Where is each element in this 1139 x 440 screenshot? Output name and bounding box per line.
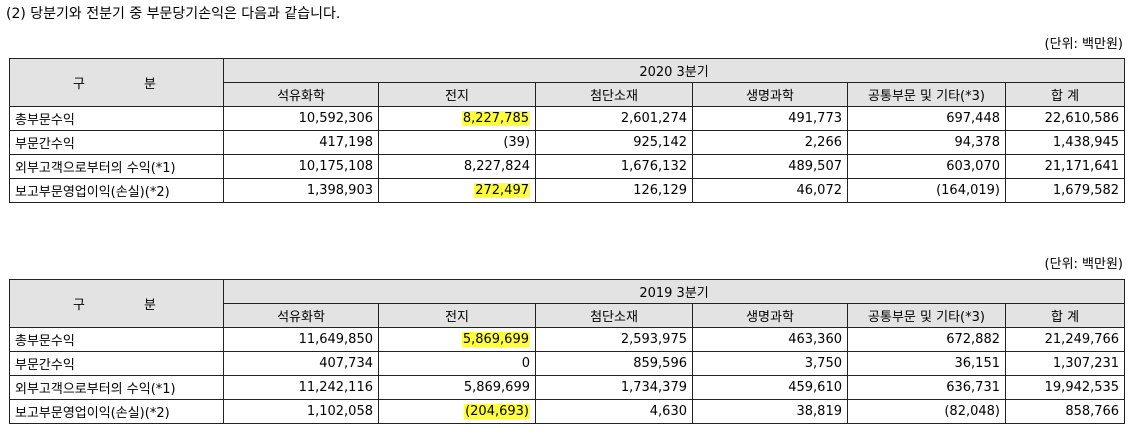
cell: 1,102,058 xyxy=(223,399,379,424)
cell: 672,882 xyxy=(847,327,1006,352)
column-header: 첨단소재 xyxy=(535,82,693,107)
cell: 407,734 xyxy=(223,351,379,376)
table-row: 외부고객으로부터의 수익(*1) 10,175,108 8,227,824 1,… xyxy=(9,154,1126,179)
unit-label-2020: (단위: 백만원) xyxy=(1044,37,1123,52)
cell: 10,592,306 xyxy=(223,106,379,131)
column-header: 전지 xyxy=(378,303,536,328)
cell: 126,129 xyxy=(535,178,693,203)
cell: 1,679,582 xyxy=(1004,178,1126,203)
cell: 858,766 xyxy=(1004,399,1126,424)
cell: 636,731 xyxy=(847,375,1006,400)
column-header: 석유화학 xyxy=(223,303,379,328)
cell: 2,266 xyxy=(692,130,848,155)
row-label: 부문간수익 xyxy=(9,130,224,155)
cell: 46,072 xyxy=(692,178,848,203)
cell: 859,596 xyxy=(535,351,693,376)
cell: 1,734,379 xyxy=(535,375,693,400)
period-header: 2020 3분기 xyxy=(222,58,1126,83)
cell: 11,242,116 xyxy=(223,375,379,400)
cell-highlighted: 272,497 xyxy=(378,178,536,203)
cell: 417,198 xyxy=(223,130,379,155)
cell: (39) xyxy=(378,130,536,155)
column-header: 합 계 xyxy=(1004,82,1126,107)
cell: 491,773 xyxy=(692,106,848,131)
column-header: 생명과학 xyxy=(692,82,848,107)
cell: 697,448 xyxy=(847,106,1006,131)
cell: 11,649,850 xyxy=(223,327,379,352)
cell: 8,227,824 xyxy=(378,154,536,179)
page-heading: (2) 당분기와 전분기 중 부문당기손익은 다음과 같습니다. xyxy=(6,6,341,22)
row-label: 총부문수익 xyxy=(9,106,224,131)
row-label: 외부고객으로부터의 수익(*1) xyxy=(9,154,224,179)
cell: 2,593,975 xyxy=(535,327,693,352)
cell: 4,630 xyxy=(535,399,693,424)
table-row: 외부고객으로부터의 수익(*1) 11,242,116 5,869,699 1,… xyxy=(9,375,1126,400)
table-row: 부문간수익 417,198 (39) 925,142 2,266 94,378 … xyxy=(9,130,1126,155)
column-header: 첨단소재 xyxy=(535,303,693,328)
row-label: 총부문수익 xyxy=(9,327,224,352)
cell: 21,249,766 xyxy=(1004,327,1126,352)
cell: 2,601,274 xyxy=(535,106,693,131)
cell: 38,819 xyxy=(692,399,848,424)
cell: 5,869,699 xyxy=(378,375,536,400)
row-label: 외부고객으로부터의 수익(*1) xyxy=(9,375,224,400)
cell: 10,175,108 xyxy=(223,154,379,179)
table-row: 보고부문영업이익(손실)(*2) 1,102,058 (204,693) 4,6… xyxy=(9,399,1126,424)
cell: 22,610,586 xyxy=(1004,106,1126,131)
cell: 1,676,132 xyxy=(535,154,693,179)
table-row: 총부문수익 10,592,306 8,227,785 2,601,274 491… xyxy=(9,106,1126,131)
cell: 603,070 xyxy=(847,154,1006,179)
row-label: 보고부문영업이익(손실)(*2) xyxy=(9,178,224,203)
cell-highlighted: 5,869,699 xyxy=(378,327,536,352)
column-header: 석유화학 xyxy=(223,82,379,107)
row-label: 부문간수익 xyxy=(9,351,224,376)
cell: 1,438,945 xyxy=(1004,130,1126,155)
cell: 3,750 xyxy=(692,351,848,376)
cell: 36,151 xyxy=(847,351,1006,376)
cell: (82,048) xyxy=(847,399,1006,424)
table-row: 보고부문영업이익(손실)(*2) 1,398,903 272,497 126,1… xyxy=(9,178,1126,203)
cell: 1,307,231 xyxy=(1004,351,1126,376)
cell: 463,360 xyxy=(692,327,848,352)
column-header: 생명과학 xyxy=(692,303,848,328)
cell: 0 xyxy=(378,351,536,376)
column-header: 전지 xyxy=(378,82,536,107)
unit-label-2019: (단위: 백만원) xyxy=(1044,257,1123,272)
row-label: 보고부문영업이익(손실)(*2) xyxy=(9,399,224,424)
cell: (164,019) xyxy=(847,178,1006,203)
cell-highlighted: (204,693) xyxy=(378,399,536,424)
column-header: 공통부문 및 기타(*3) xyxy=(847,82,1006,107)
column-header: 합 계 xyxy=(1004,303,1126,328)
cell-highlighted: 8,227,785 xyxy=(378,106,536,131)
cell: 19,942,535 xyxy=(1004,375,1126,400)
cell: 925,142 xyxy=(535,130,693,155)
cell: 489,507 xyxy=(692,154,848,179)
cell: 94,378 xyxy=(847,130,1006,155)
column-header: 공통부문 및 기타(*3) xyxy=(847,303,1006,328)
table-row: 부문간수익 407,734 0 859,596 3,750 36,151 1,3… xyxy=(9,351,1126,376)
cell: 1,398,903 xyxy=(223,178,379,203)
table-row: 총부문수익 11,649,850 5,869,699 2,593,975 463… xyxy=(9,327,1126,352)
period-header: 2019 3분기 xyxy=(222,279,1126,304)
cell: 459,610 xyxy=(692,375,848,400)
cell: 21,171,641 xyxy=(1004,154,1126,179)
